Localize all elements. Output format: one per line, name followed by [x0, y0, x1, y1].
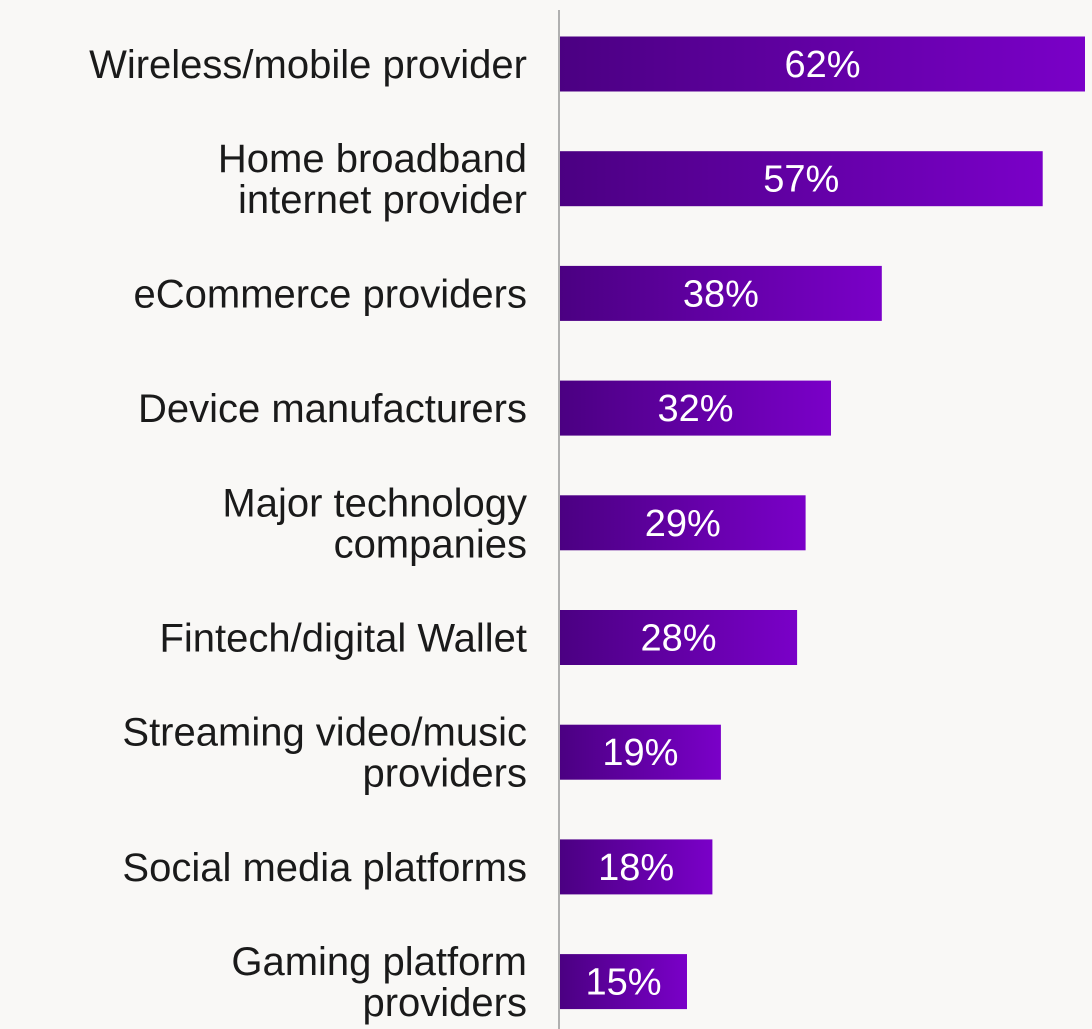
value-label-1: 57%	[763, 159, 839, 201]
bar-7	[560, 839, 713, 895]
category-label-7: Social media platforms	[122, 846, 527, 890]
bars-group	[560, 36, 1085, 1010]
value-label-2: 38%	[683, 273, 759, 315]
value-label-8: 15%	[585, 962, 661, 1004]
bar-4	[560, 495, 806, 551]
category-label-5: Fintech/digital Wallet	[159, 617, 527, 661]
category-label-line: Wireless/mobile provider	[89, 43, 527, 87]
category-labels-group: Wireless/mobile provider Home broadband in…	[89, 43, 527, 1025]
value-label-5: 28%	[640, 618, 716, 660]
category-label-0: Wireless/mobile provider	[89, 43, 527, 87]
value-label-0: 62%	[784, 44, 860, 86]
category-label-line: Home broadband	[218, 137, 527, 181]
value-label-4: 29%	[645, 503, 721, 545]
category-label-8: Gaming platform providers	[231, 940, 527, 1025]
bar-0	[560, 36, 1085, 92]
category-label-line: providers	[362, 981, 527, 1025]
value-label-3: 32%	[657, 388, 733, 430]
bar-2	[560, 265, 882, 321]
category-label-line: eCommerce providers	[134, 272, 527, 316]
category-label-3: Device manufacturers	[138, 387, 527, 431]
category-label-line: internet provider	[238, 178, 527, 222]
category-label-line: Gaming platform	[231, 940, 527, 984]
category-label-2: eCommerce providers	[134, 272, 527, 316]
category-label-line: providers	[362, 752, 527, 796]
value-label-7: 18%	[598, 847, 674, 889]
bar-1	[560, 151, 1043, 207]
value-labels-group: 62% 57% 38% 32% 29% 28% 19% 18% 15%	[585, 44, 860, 1004]
category-label-line: Streaming video/music	[122, 711, 527, 755]
category-label-1: Home broadband internet provider	[218, 137, 527, 222]
category-label-line: Fintech/digital Wallet	[159, 617, 527, 661]
bar-6	[560, 724, 721, 780]
bar-5	[560, 610, 798, 665]
category-label-line: Social media platforms	[122, 846, 527, 890]
category-label-line: Major technology	[222, 481, 527, 525]
category-label-line: Device manufacturers	[138, 387, 527, 431]
category-label-6: Streaming video/music providers	[122, 711, 527, 796]
bar-3	[560, 380, 831, 436]
category-label-4: Major technology companies	[222, 481, 527, 566]
category-label-line: companies	[334, 522, 527, 566]
value-label-6: 19%	[602, 732, 678, 774]
bar-8	[560, 954, 687, 1010]
